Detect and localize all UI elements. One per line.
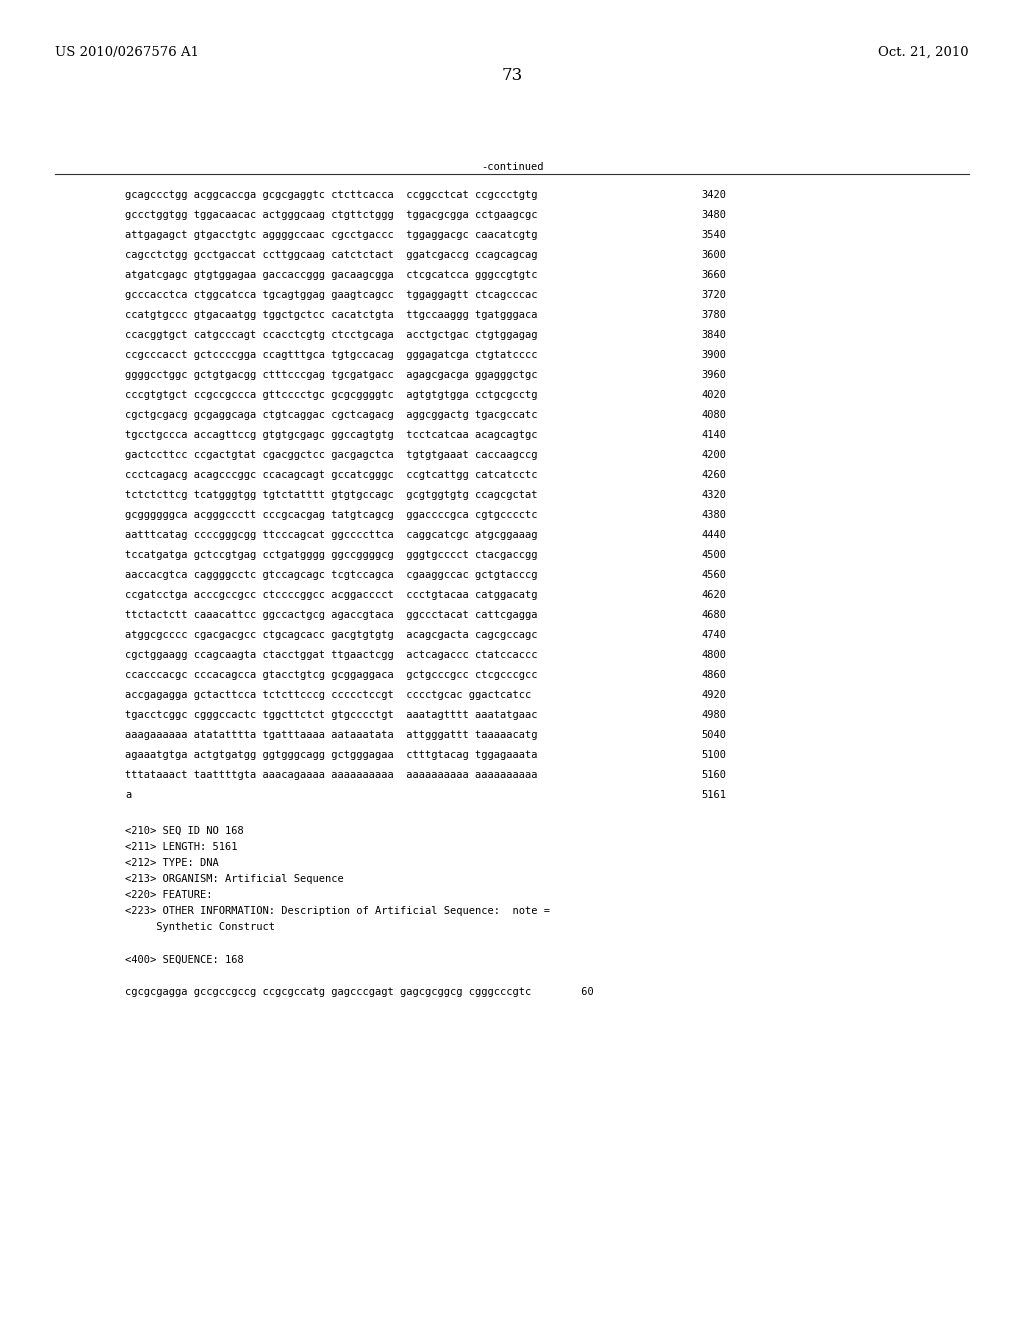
Text: a: a (125, 789, 131, 800)
Text: 5100: 5100 (701, 750, 726, 760)
Text: cgcgcgagga gccgccgccg ccgcgccatg gagcccgagt gagcgcggcg cgggcccgtc        60: cgcgcgagga gccgccgccg ccgcgccatg gagcccg… (125, 987, 594, 997)
Text: 4560: 4560 (701, 570, 726, 579)
Text: atgatcgagc gtgtggagaa gaccaccggg gacaagcgga  ctcgcatcca gggccgtgtc: atgatcgagc gtgtggagaa gaccaccggg gacaagc… (125, 271, 538, 280)
Text: aaagaaaaaa atatatttta tgatttaaaa aataaatata  attgggattt taaaaacatg: aaagaaaaaa atatatttta tgatttaaaa aataaat… (125, 730, 538, 741)
Text: accgagagga gctacttcca tctcttcccg ccccctccgt  cccctgcac ggactcatcc: accgagagga gctacttcca tctcttcccg ccccctc… (125, 690, 531, 700)
Text: agaaatgtga actgtgatgg ggtgggcagg gctgggagaa  ctttgtacag tggagaaata: agaaatgtga actgtgatgg ggtgggcagg gctggga… (125, 750, 538, 760)
Text: 3900: 3900 (701, 350, 726, 360)
Text: 5161: 5161 (701, 789, 726, 800)
Text: tgacctcggc cgggccactc tggcttctct gtgcccctgt  aaatagtttt aaatatgaac: tgacctcggc cgggccactc tggcttctct gtgcccc… (125, 710, 538, 719)
Text: 4380: 4380 (701, 510, 726, 520)
Text: <212> TYPE: DNA: <212> TYPE: DNA (125, 858, 219, 869)
Text: ggggcctggc gctgtgacgg ctttcccgag tgcgatgacc  agagcgacga ggagggctgc: ggggcctggc gctgtgacgg ctttcccgag tgcgatg… (125, 370, 538, 380)
Text: <213> ORGANISM: Artificial Sequence: <213> ORGANISM: Artificial Sequence (125, 874, 344, 884)
Text: 4860: 4860 (701, 671, 726, 680)
Text: atggcgcccc cgacgacgcc ctgcagcacc gacgtgtgtg  acagcgacta cagcgccagc: atggcgcccc cgacgacgcc ctgcagcacc gacgtgt… (125, 630, 538, 640)
Text: gccctggtgg tggacaacac actgggcaag ctgttctggg  tggacgcgga cctgaagcgc: gccctggtgg tggacaacac actgggcaag ctgttct… (125, 210, 538, 220)
Text: ccatgtgccc gtgacaatgg tggctgctcc cacatctgta  ttgccaaggg tgatgggaca: ccatgtgccc gtgacaatgg tggctgctcc cacatct… (125, 310, 538, 319)
Text: cagcctctgg gcctgaccat ccttggcaag catctctact  ggatcgaccg ccagcagcag: cagcctctgg gcctgaccat ccttggcaag catctct… (125, 249, 538, 260)
Text: gcggggggca acgggccctt cccgcacgag tatgtcagcg  ggaccccgca cgtgcccctc: gcggggggca acgggccctt cccgcacgag tatgtca… (125, 510, 538, 520)
Text: <220> FEATURE:: <220> FEATURE: (125, 890, 212, 900)
Text: <211> LENGTH: 5161: <211> LENGTH: 5161 (125, 842, 238, 851)
Text: gcccacctca ctggcatcca tgcagtggag gaagtcagcc  tggaggagtt ctcagcccac: gcccacctca ctggcatcca tgcagtggag gaagtca… (125, 290, 538, 300)
Text: 4260: 4260 (701, 470, 726, 480)
Text: Synthetic Construct: Synthetic Construct (125, 923, 274, 932)
Text: 3960: 3960 (701, 370, 726, 380)
Text: 4320: 4320 (701, 490, 726, 500)
Text: 4680: 4680 (701, 610, 726, 620)
Text: 3480: 3480 (701, 210, 726, 220)
Text: attgagagct gtgacctgtc aggggccaac cgcctgaccc  tggaggacgc caacatcgtg: attgagagct gtgacctgtc aggggccaac cgcctga… (125, 230, 538, 240)
Text: 3540: 3540 (701, 230, 726, 240)
Text: 5040: 5040 (701, 730, 726, 741)
Text: Oct. 21, 2010: Oct. 21, 2010 (878, 46, 969, 59)
Text: US 2010/0267576 A1: US 2010/0267576 A1 (55, 46, 200, 59)
Text: cgctgcgacg gcgaggcaga ctgtcaggac cgctcagacg  aggcggactg tgacgccatc: cgctgcgacg gcgaggcaga ctgtcaggac cgctcag… (125, 411, 538, 420)
Text: gcagccctgg acggcaccga gcgcgaggtc ctcttcacca  ccggcctcat ccgccctgtg: gcagccctgg acggcaccga gcgcgaggtc ctcttca… (125, 190, 538, 201)
Text: aaccacgtca caggggcctc gtccagcagc tcgtccagca  cgaaggccac gctgtacccg: aaccacgtca caggggcctc gtccagcagc tcgtcca… (125, 570, 538, 579)
Text: <223> OTHER INFORMATION: Description of Artificial Sequence:  note =: <223> OTHER INFORMATION: Description of … (125, 907, 550, 916)
Text: ccgatcctga acccgccgcc ctccccggcc acggacccct  ccctgtacaa catggacatg: ccgatcctga acccgccgcc ctccccggcc acggacc… (125, 590, 538, 601)
Text: 3420: 3420 (701, 190, 726, 201)
Text: 3660: 3660 (701, 271, 726, 280)
Text: 4800: 4800 (701, 649, 726, 660)
Text: 4500: 4500 (701, 550, 726, 560)
Text: cgctggaagg ccagcaagta ctacctggat ttgaactcgg  actcagaccc ctatccaccc: cgctggaagg ccagcaagta ctacctggat ttgaact… (125, 649, 538, 660)
Text: aatttcatag ccccgggcgg ttcccagcat ggccccttca  caggcatcgc atgcggaaag: aatttcatag ccccgggcgg ttcccagcat ggcccct… (125, 531, 538, 540)
Text: 5160: 5160 (701, 770, 726, 780)
Text: <210> SEQ ID NO 168: <210> SEQ ID NO 168 (125, 826, 244, 836)
Text: 4920: 4920 (701, 690, 726, 700)
Text: tctctcttcg tcatgggtgg tgtctatttt gtgtgccagc  gcgtggtgtg ccagcgctat: tctctcttcg tcatgggtgg tgtctatttt gtgtgcc… (125, 490, 538, 500)
Text: tttataaact taattttgta aaacagaaaa aaaaaaaaaa  aaaaaaaaaa aaaaaaaaaa: tttataaact taattttgta aaacagaaaa aaaaaaa… (125, 770, 538, 780)
Text: ccacggtgct catgcccagt ccacctcgtg ctcctgcaga  acctgctgac ctgtggagag: ccacggtgct catgcccagt ccacctcgtg ctcctgc… (125, 330, 538, 341)
Text: gactccttcc ccgactgtat cgacggctcc gacgagctca  tgtgtgaaat caccaagccg: gactccttcc ccgactgtat cgacggctcc gacgagc… (125, 450, 538, 461)
Text: 4140: 4140 (701, 430, 726, 440)
Text: <400> SEQUENCE: 168: <400> SEQUENCE: 168 (125, 954, 244, 965)
Text: tgcctgccca accagttccg gtgtgcgagc ggccagtgtg  tcctcatcaa acagcagtgc: tgcctgccca accagttccg gtgtgcgagc ggccagt… (125, 430, 538, 440)
Text: ccgcccacct gctccccgga ccagtttgca tgtgccacag  gggagatcga ctgtatcccc: ccgcccacct gctccccgga ccagtttgca tgtgcca… (125, 350, 538, 360)
Text: 3720: 3720 (701, 290, 726, 300)
Text: 3780: 3780 (701, 310, 726, 319)
Text: 4440: 4440 (701, 531, 726, 540)
Text: ttctactctt caaacattcc ggccactgcg agaccgtaca  ggccctacat cattcgagga: ttctactctt caaacattcc ggccactgcg agaccgt… (125, 610, 538, 620)
Text: -continued: -continued (480, 162, 544, 173)
Text: ccctcagacg acagcccggc ccacagcagt gccatcgggc  ccgtcattgg catcatcctc: ccctcagacg acagcccggc ccacagcagt gccatcg… (125, 470, 538, 480)
Text: 73: 73 (502, 67, 522, 84)
Text: 4020: 4020 (701, 391, 726, 400)
Text: 4200: 4200 (701, 450, 726, 461)
Text: 4740: 4740 (701, 630, 726, 640)
Text: 4980: 4980 (701, 710, 726, 719)
Text: 4620: 4620 (701, 590, 726, 601)
Text: tccatgatga gctccgtgag cctgatgggg ggccggggcg  gggtgcccct ctacgaccgg: tccatgatga gctccgtgag cctgatgggg ggccggg… (125, 550, 538, 560)
Text: 3840: 3840 (701, 330, 726, 341)
Text: cccgtgtgct ccgccgccca gttcccctgc gcgcggggtc  agtgtgtgga cctgcgcctg: cccgtgtgct ccgccgccca gttcccctgc gcgcggg… (125, 391, 538, 400)
Text: ccacccacgc cccacagcca gtacctgtcg gcggaggaca  gctgcccgcc ctcgcccgcc: ccacccacgc cccacagcca gtacctgtcg gcggagg… (125, 671, 538, 680)
Text: 4080: 4080 (701, 411, 726, 420)
Text: 3600: 3600 (701, 249, 726, 260)
